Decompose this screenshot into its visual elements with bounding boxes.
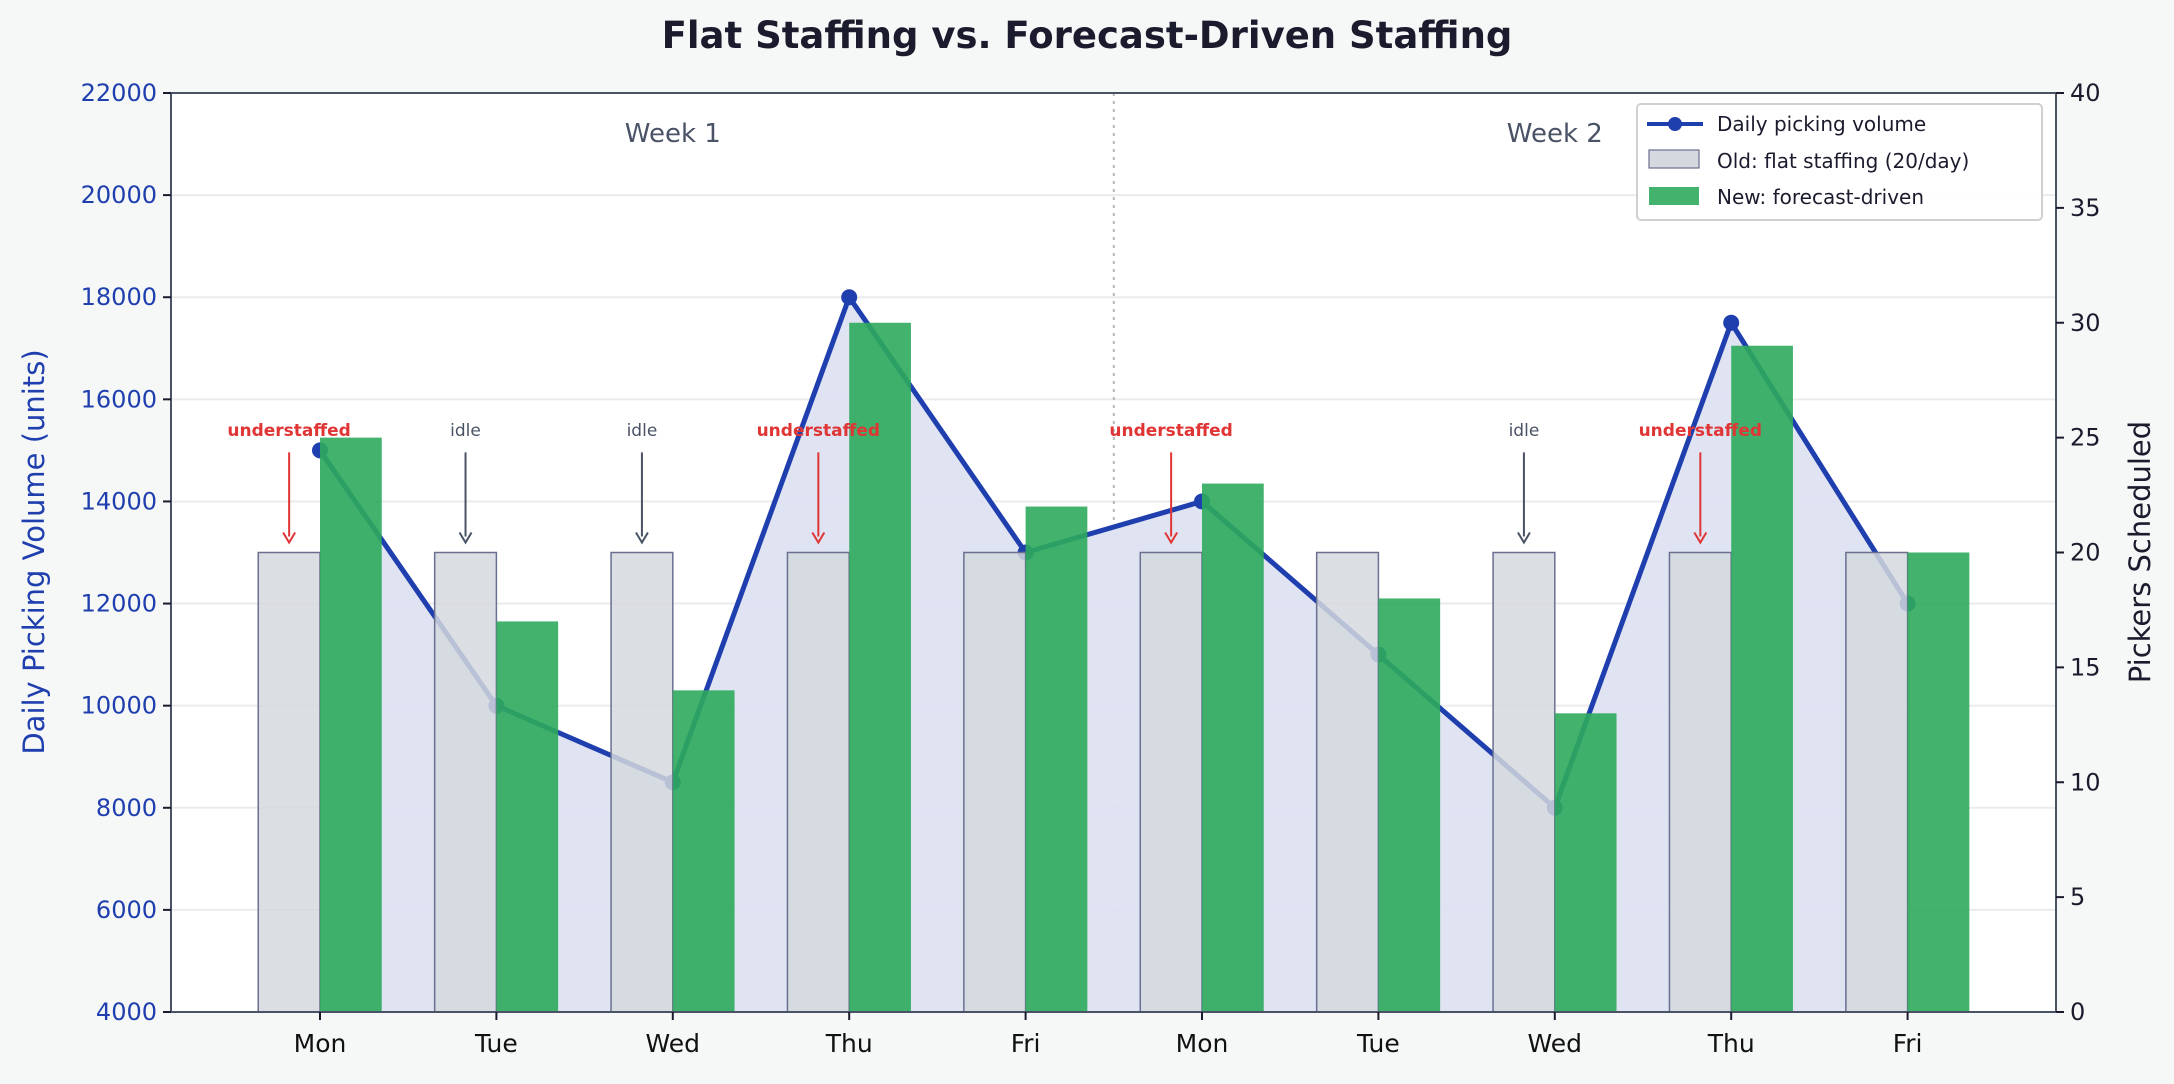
- x-tick-label: Thu: [1707, 1029, 1755, 1058]
- x-tick-label: Mon: [294, 1029, 347, 1058]
- y-left-tick-label: 6000: [96, 896, 157, 924]
- new-staffing-bar: [496, 621, 559, 1012]
- arrow-head-icon: [282, 531, 296, 545]
- week-label: Week 1: [625, 119, 721, 149]
- old-staffing-bar: [610, 551, 674, 1013]
- new-staffing-bar: [672, 690, 735, 1012]
- old-staffing-bar: [433, 551, 498, 1013]
- y-right-tick-label: 30: [2070, 309, 2101, 337]
- legend-label-new: New: forecast-driven: [1717, 185, 1924, 209]
- arrow-head-icon: [635, 531, 649, 545]
- new-staffing-bar: [320, 437, 382, 1012]
- annotation-label: idle: [1509, 421, 1540, 441]
- new-staffing-bar: [1554, 713, 1617, 1012]
- y-right-tick-label: 10: [2070, 768, 2101, 796]
- y-axis-right-label: Pickers Scheduled: [2123, 421, 2157, 683]
- legend-label-volume: Daily picking volume: [1717, 112, 1926, 136]
- legend-line-marker: [1668, 117, 1682, 131]
- y-left-tick-label: 16000: [81, 385, 157, 413]
- old-staffing-bar: [1845, 551, 1909, 1013]
- y-left-tick-label: 10000: [81, 692, 157, 720]
- y-left-tick-label: 18000: [81, 283, 157, 311]
- y-right-tick-label: 15: [2070, 653, 2101, 681]
- new-staffing-bar: [1378, 598, 1441, 1012]
- arrow-head-icon: [1164, 531, 1178, 545]
- annotation-label: idle: [450, 421, 481, 441]
- legend-new-swatch: [1649, 187, 1699, 205]
- x-tick-label: Tue: [474, 1029, 518, 1058]
- new-staffing-bar: [1202, 483, 1264, 1012]
- arrow-head-icon: [1517, 531, 1531, 545]
- y-left-tick-label: 22000: [81, 79, 157, 107]
- volume-point: [841, 289, 858, 306]
- annotation-label: understaffed: [757, 421, 880, 441]
- x-tick-label: Fri: [1893, 1029, 1923, 1058]
- annotation-label: understaffed: [1639, 421, 1762, 441]
- y-left-tick-label: 12000: [81, 590, 157, 618]
- y-left-tick-label: 4000: [96, 998, 157, 1026]
- old-staffing-bar: [963, 551, 1027, 1013]
- x-tick-label: Thu: [825, 1029, 873, 1058]
- x-tick-label: Tue: [1356, 1029, 1400, 1058]
- old-staffing-bar: [1139, 551, 1203, 1013]
- y-right-tick-label: 5: [2070, 883, 2085, 911]
- old-staffing-bar: [1315, 551, 1380, 1013]
- old-staffing-bar: [1492, 551, 1556, 1013]
- old-staffing-bar: [257, 551, 321, 1013]
- old-staffing-bar: [1668, 551, 1732, 1013]
- new-staffing-bar: [1731, 345, 1793, 1013]
- legend-old-swatch: [1648, 149, 1700, 169]
- legend-label-old: Old: flat staffing (20/day): [1717, 149, 1969, 173]
- y-right-tick-label: 40: [2070, 79, 2101, 107]
- new-staffing-bar: [849, 322, 911, 1012]
- new-staffing-bar: [1025, 506, 1088, 1012]
- y-left-tick-label: 8000: [96, 794, 157, 822]
- legend: Daily picking volume Old: flat staffing …: [1636, 103, 2043, 221]
- volume-point: [1723, 314, 1740, 331]
- y-right-tick-label: 25: [2070, 424, 2101, 452]
- annotation-label: understaffed: [1109, 421, 1232, 441]
- y-right-tick-label: 35: [2070, 194, 2101, 222]
- x-tick-label: Fri: [1011, 1029, 1041, 1058]
- legend-box: [1636, 103, 2043, 221]
- arrow-head-icon: [811, 531, 826, 545]
- y-right-tick-label: 20: [2070, 539, 2101, 567]
- chart-title: Flat Staffing vs. Forecast-Driven Staffi…: [662, 14, 1513, 57]
- new-staffing-bar: [1907, 552, 1970, 1012]
- annotation-label: understaffed: [227, 421, 350, 441]
- arrow-head-icon: [1693, 531, 1708, 545]
- y-left-tick-label: 20000: [81, 181, 157, 209]
- y-right-tick-label: 0: [2070, 998, 2085, 1026]
- x-tick-label: Wed: [1528, 1029, 1583, 1058]
- old-staffing-bar: [786, 551, 850, 1013]
- y-axis-left-label: Daily Picking Volume (units): [17, 349, 51, 754]
- week-label: Week 2: [1507, 119, 1603, 149]
- annotation-label: idle: [627, 421, 658, 441]
- volume-line: [317, 294, 1910, 811]
- x-tick-label: Mon: [1176, 1029, 1229, 1058]
- y-left-tick-label: 14000: [81, 487, 157, 515]
- arrow-head-icon: [458, 531, 473, 545]
- x-tick-label: Wed: [646, 1029, 701, 1058]
